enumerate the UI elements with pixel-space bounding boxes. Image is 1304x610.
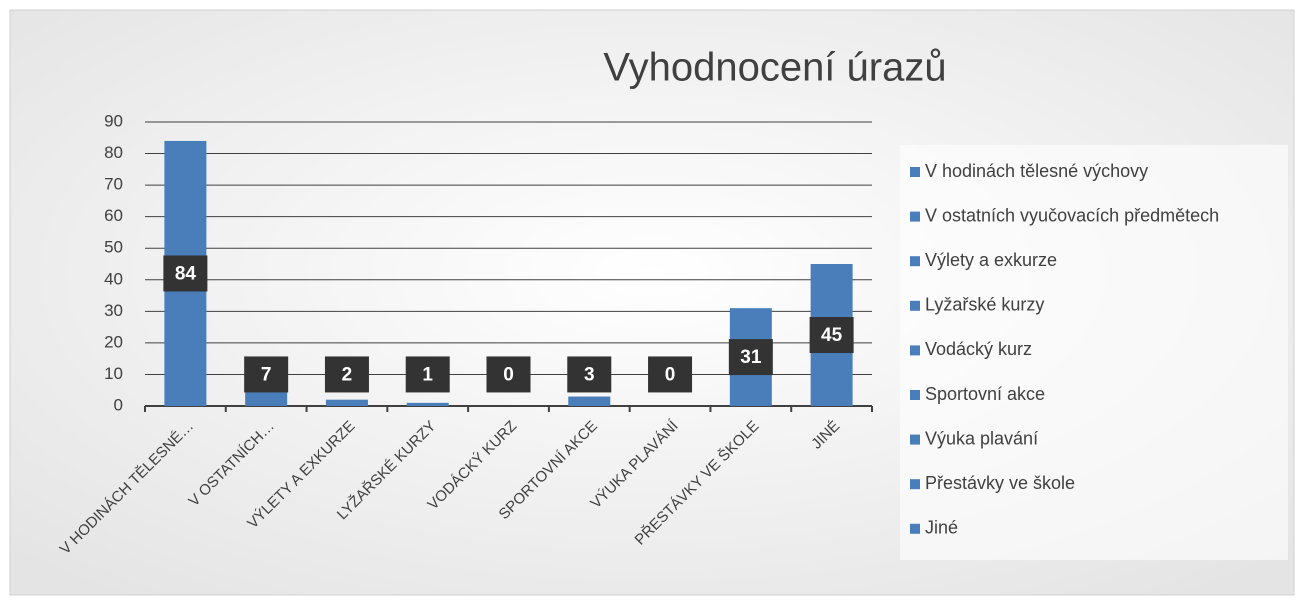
chart-title: Vyhodnocení úrazů bbox=[603, 46, 946, 90]
data-label-box bbox=[324, 356, 369, 393]
y-tick-label: 50 bbox=[104, 238, 123, 257]
legend-label: V hodinách tělesné výchovy bbox=[925, 161, 1148, 181]
legend-marker bbox=[910, 390, 920, 400]
y-tick-label: 70 bbox=[104, 175, 123, 194]
legend-label: Výlety a exkurze bbox=[925, 250, 1057, 270]
bar bbox=[568, 396, 611, 406]
data-label-box bbox=[809, 317, 854, 353]
data-label-box bbox=[163, 255, 208, 292]
legend-label: Lyžařské kurzy bbox=[925, 295, 1044, 315]
legend-label: Jiné bbox=[925, 518, 958, 538]
legend-label: Přestávky ve škole bbox=[925, 473, 1075, 493]
y-tick-label: 10 bbox=[104, 364, 123, 383]
legend-marker bbox=[910, 211, 920, 222]
data-label: 2 bbox=[342, 364, 353, 385]
legend-marker bbox=[910, 256, 920, 267]
legend-marker bbox=[910, 434, 920, 445]
y-tick-label: 90 bbox=[104, 111, 123, 130]
data-label-box bbox=[244, 356, 289, 393]
data-label: 0 bbox=[665, 364, 676, 385]
legend-label: V ostatních vyučovacích předmětech bbox=[925, 205, 1219, 225]
data-label-box bbox=[648, 356, 693, 393]
legend-marker bbox=[910, 523, 920, 534]
data-label: 45 bbox=[821, 325, 843, 346]
legend-background bbox=[900, 145, 1288, 560]
legend-marker bbox=[910, 300, 920, 311]
y-tick-label: 80 bbox=[104, 143, 123, 162]
data-label: 31 bbox=[740, 347, 762, 368]
y-tick-label: 20 bbox=[104, 332, 123, 351]
data-label: 7 bbox=[261, 364, 272, 385]
y-tick-label: 40 bbox=[104, 269, 123, 288]
data-label: 84 bbox=[175, 263, 197, 284]
data-label: 3 bbox=[584, 364, 595, 385]
data-label-box bbox=[728, 339, 773, 376]
legend-label: Vodácký kurz bbox=[925, 339, 1032, 359]
data-label: 1 bbox=[422, 364, 433, 385]
data-label: 0 bbox=[503, 364, 514, 385]
legend-marker bbox=[910, 345, 920, 356]
y-tick-label: 60 bbox=[104, 206, 123, 225]
y-tick-label: 0 bbox=[114, 395, 123, 414]
y-tick-label: 30 bbox=[104, 301, 123, 320]
data-label-box bbox=[567, 356, 612, 393]
data-label-box bbox=[405, 356, 450, 393]
bar bbox=[406, 402, 449, 406]
legend-marker bbox=[910, 479, 920, 490]
bar bbox=[325, 399, 368, 406]
legend-label: Sportovní akce bbox=[925, 384, 1045, 404]
legend-label: Výuka plavání bbox=[925, 428, 1038, 448]
data-label-box bbox=[486, 356, 531, 393]
legend-marker bbox=[910, 167, 920, 177]
